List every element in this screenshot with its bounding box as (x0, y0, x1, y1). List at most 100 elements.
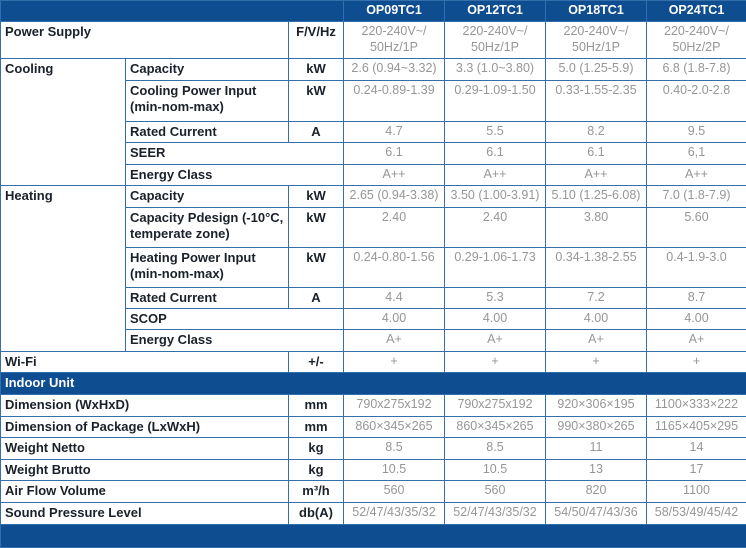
value-cell: 9.5 (647, 122, 746, 143)
row-label: Rated Current (126, 122, 289, 143)
value-cell: 5.5 (445, 122, 546, 143)
value-cell: 860×345×265 (344, 416, 445, 437)
value-cell: 860×345×265 (445, 416, 546, 437)
bottom-bar (1, 524, 746, 547)
value-cell: A++ (647, 164, 746, 185)
value-cell: 7.0 (1.8-7.9) (647, 185, 746, 207)
value-cell: 1100×333×222 (647, 394, 746, 416)
value-cell: 220-240V~/ 50Hz/1P (344, 22, 445, 59)
value-cell: 790x275x192 (344, 394, 445, 416)
value-cell: 6.1 (445, 143, 546, 164)
row-label: Heating Power Input (min-nom-max) (126, 247, 289, 287)
model-column-header: OP24TC1 (647, 1, 746, 22)
row-label-power-supply: Power Supply (1, 22, 289, 59)
value-cell: 4.00 (546, 309, 647, 330)
value-cell: 6.8 (1.8-7.8) (647, 59, 746, 81)
value-cell: 220-240V~/ 50Hz/1P (546, 22, 647, 59)
table-row: Weight Brutto kg 10.5 10.5 13 17 (1, 460, 746, 481)
table-row: Dimension (WxHxD) mm 790x275x192 790x275… (1, 394, 746, 416)
row-label: Energy Class (126, 330, 344, 351)
value-cell: 1100 (647, 481, 746, 503)
unit-cell: kg (289, 438, 344, 460)
unit-cell: +/- (289, 351, 344, 372)
model-column-header: OP09TC1 (344, 1, 445, 22)
value-cell: 4.00 (647, 309, 746, 330)
value-cell: 4.00 (344, 309, 445, 330)
value-cell: 2.40 (445, 207, 546, 247)
value-cell: 0.29-1.06-1.73 (445, 247, 546, 287)
unit-cell: F/V/Hz (289, 22, 344, 59)
value-cell: 790x275x192 (445, 394, 546, 416)
value-cell: 8.5 (445, 438, 546, 460)
value-cell: 5.10 (1.25-6.08) (546, 185, 647, 207)
value-cell: 3.3 (1.0~3.80) (445, 59, 546, 81)
row-label: SCOP (126, 309, 344, 330)
table-row: Wi-Fi +/- + + + + (1, 351, 746, 372)
value-cell: 0.40-2.0-2.8 (647, 81, 746, 122)
row-label: Capacity Pdesign (-10°C, temperate zone) (126, 207, 289, 247)
value-cell: + (546, 351, 647, 372)
table-row: Dimension of Package (LxWxH) mm 860×345×… (1, 416, 746, 437)
unit-cell: kg (289, 460, 344, 481)
row-label: Cooling Power Input (min-nom-max) (126, 81, 289, 122)
row-label-wifi: Wi-Fi (1, 351, 289, 372)
value-cell: 58/53/49/45/42 (647, 503, 746, 524)
value-cell: 560 (344, 481, 445, 503)
value-cell: 0.4-1.9-3.0 (647, 247, 746, 287)
value-cell: 4.4 (344, 287, 445, 308)
value-cell: 10.5 (445, 460, 546, 481)
value-cell: 0.29-1.09-1.50 (445, 81, 546, 122)
value-cell: 8.5 (344, 438, 445, 460)
row-label: Dimension of Package (LxWxH) (1, 416, 289, 437)
unit-cell: A (289, 122, 344, 143)
row-label: Weight Netto (1, 438, 289, 460)
section-label-heating: Heating (1, 185, 126, 351)
value-cell: 220-240V~/ 50Hz/2P (647, 22, 746, 59)
value-cell: 6.1 (344, 143, 445, 164)
value-cell: 990×380×265 (546, 416, 647, 437)
unit-cell: A (289, 287, 344, 308)
table-row: Weight Netto kg 8.5 8.5 11 14 (1, 438, 746, 460)
value-cell: + (445, 351, 546, 372)
row-label: Rated Current (126, 287, 289, 308)
model-column-header: OP12TC1 (445, 1, 546, 22)
value-cell: 17 (647, 460, 746, 481)
row-label: Energy Class (126, 164, 344, 185)
unit-cell: mm (289, 394, 344, 416)
value-cell: A+ (546, 330, 647, 351)
value-cell: A++ (546, 164, 647, 185)
unit-cell: kW (289, 207, 344, 247)
value-cell: 4.7 (344, 122, 445, 143)
row-label: Capacity (126, 185, 289, 207)
value-cell: + (344, 351, 445, 372)
value-cell: + (647, 351, 746, 372)
value-cell: 3.50 (1.00-3.91) (445, 185, 546, 207)
value-cell: 6.1 (546, 143, 647, 164)
value-cell: 0.24-0.89-1.39 (344, 81, 445, 122)
value-cell: 920×306×195 (546, 394, 647, 416)
value-cell: 2.6 (0.94~3.32) (344, 59, 445, 81)
model-column-header: OP18TC1 (546, 1, 647, 22)
section-label-cooling: Cooling (1, 59, 126, 186)
header-spacer (1, 1, 344, 22)
value-cell: 560 (445, 481, 546, 503)
row-label: Dimension (WxHxD) (1, 394, 289, 416)
value-cell: A+ (445, 330, 546, 351)
value-cell: 2.65 (0.94-3.38) (344, 185, 445, 207)
row-label: Weight Brutto (1, 460, 289, 481)
unit-cell: kW (289, 59, 344, 81)
unit-cell: m³/h (289, 481, 344, 503)
value-cell: 0.24-0.80-1.56 (344, 247, 445, 287)
unit-cell: db(A) (289, 503, 344, 524)
value-cell: 220-240V~/ 50Hz/1P (445, 22, 546, 59)
value-cell: 8.2 (546, 122, 647, 143)
value-cell: 7.2 (546, 287, 647, 308)
value-cell: 820 (546, 481, 647, 503)
unit-cell: kW (289, 247, 344, 287)
row-label: Air Flow Volume (1, 481, 289, 503)
value-cell: 5.60 (647, 207, 746, 247)
footer-bar-row (1, 524, 746, 547)
unit-cell: mm (289, 416, 344, 437)
value-cell: 11 (546, 438, 647, 460)
value-cell: 0.33-1.55-2.35 (546, 81, 647, 122)
